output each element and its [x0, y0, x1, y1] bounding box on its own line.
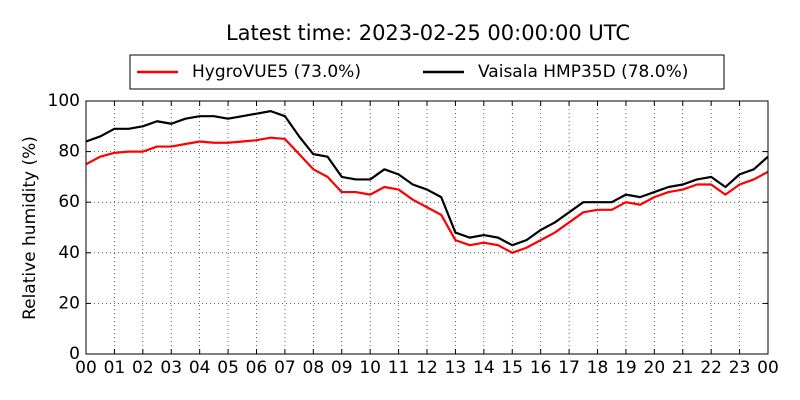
- series-line: [85, 136, 769, 254]
- x-tick-label: 18: [587, 358, 609, 378]
- y-tick-label: 60: [58, 192, 80, 212]
- x-tick-label: 00: [75, 358, 97, 378]
- x-tick-label: 03: [160, 358, 182, 378]
- x-tick-label: 01: [104, 358, 126, 378]
- x-tick-label: 17: [558, 358, 580, 378]
- x-tick-label: 22: [700, 358, 722, 378]
- x-tick-label: 16: [530, 358, 552, 378]
- x-tick-label: 21: [672, 358, 694, 378]
- y-tick-label: 40: [58, 243, 80, 263]
- x-tick-label: 20: [644, 358, 666, 378]
- x-tick-label: 04: [189, 358, 211, 378]
- x-tick-label: 14: [473, 358, 495, 378]
- x-tick-label: 15: [501, 358, 523, 378]
- x-tick-label: 12: [416, 358, 438, 378]
- x-tick-label: 02: [132, 358, 154, 378]
- y-tick-label: 20: [58, 293, 80, 313]
- x-tick-label: 11: [388, 358, 410, 378]
- x-tick-label: 05: [217, 358, 239, 378]
- legend-label: HygroVUE5 (73.0%): [192, 62, 361, 82]
- legend-label: Vaisala HMP35D (78.0%): [478, 62, 688, 82]
- x-tick-label: 06: [246, 358, 268, 378]
- x-tick-label: 08: [303, 358, 325, 378]
- y-tick-label: 80: [58, 142, 80, 162]
- x-tick-label: 23: [729, 358, 751, 378]
- y-axis-label: Relative humidity (%): [20, 136, 40, 320]
- x-tick-label: 00: [757, 358, 779, 378]
- x-tick-label: 19: [615, 358, 637, 378]
- x-tick-label: 07: [274, 358, 296, 378]
- y-tick-label: 100: [48, 91, 80, 111]
- x-tick-label: 13: [445, 358, 467, 378]
- x-tick-label: 10: [359, 358, 381, 378]
- series-line: [85, 110, 769, 247]
- chart-title: Latest time: 2023-02-25 00:00:00 UTC: [226, 21, 630, 45]
- plot-frame: [85, 100, 769, 355]
- x-tick-label: 09: [331, 358, 353, 378]
- y-tick-label: 0: [69, 344, 80, 364]
